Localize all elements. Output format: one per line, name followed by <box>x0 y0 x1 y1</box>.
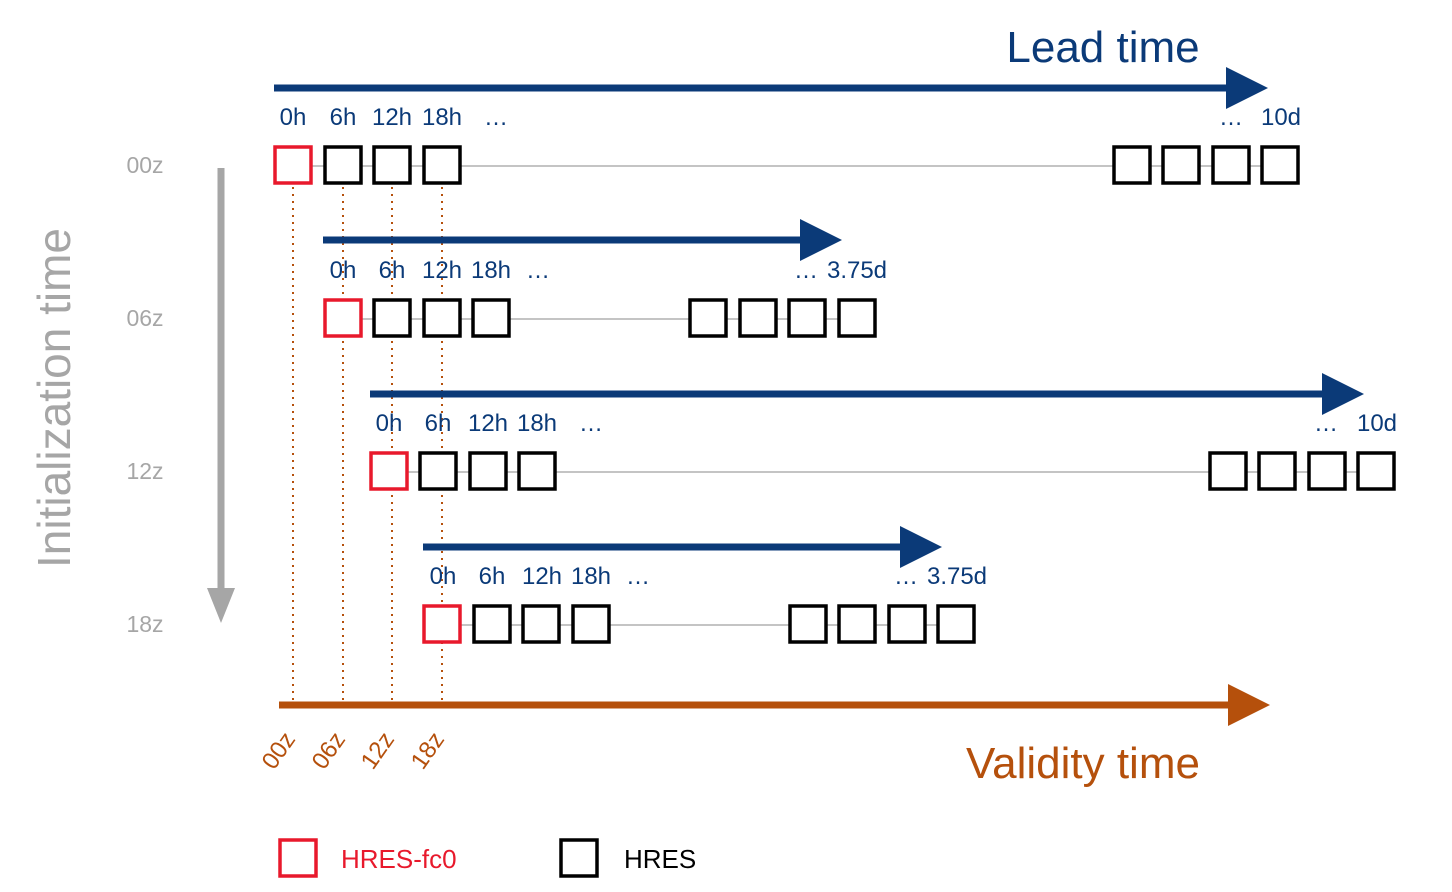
lead-label-ellipsis: … <box>579 410 603 437</box>
lead-label-6h: 6h <box>330 104 357 131</box>
hres-box <box>787 298 827 338</box>
end-label: 10d <box>1261 104 1301 131</box>
hres-fc0-box <box>273 145 313 185</box>
lead-label-0h: 0h <box>330 257 357 284</box>
hres-box <box>1356 451 1396 491</box>
init-row-06z: 06z 0h 6h 12h 18h … … 3.75d <box>126 219 887 338</box>
hres-box <box>418 451 458 491</box>
validity-tick-12z: 12z <box>356 727 400 774</box>
lead-label-18h: 18h <box>422 104 462 131</box>
hres-fc0-box <box>323 298 363 338</box>
hres-box <box>372 298 412 338</box>
hres-box <box>472 604 512 644</box>
lead-label-12h: 12h <box>522 563 562 590</box>
hres-box <box>1112 145 1152 185</box>
hres-box <box>1257 451 1297 491</box>
end-label: 10d <box>1357 410 1397 437</box>
init-row-18z: 18z 0h 6h 12h 18h … … 3.75d <box>126 526 987 644</box>
lead-label-0h: 0h <box>280 104 307 131</box>
lead-label-ellipsis: … <box>484 104 508 131</box>
init-row-00z: 00z 0h 6h 12h 18h … … 10d <box>126 67 1301 185</box>
init-label: 06z <box>126 305 163 331</box>
hres-box <box>422 298 462 338</box>
hres-box <box>422 145 462 185</box>
hres-box <box>1211 145 1251 185</box>
legend-hres-swatch <box>559 838 599 878</box>
init-label: 00z <box>126 152 163 178</box>
lead-label-12h: 12h <box>422 257 462 284</box>
lead-label-12h: 12h <box>372 104 412 131</box>
hres-box <box>471 298 511 338</box>
init-row-12z: 12z 0h 6h 12h 18h … … 10d <box>126 373 1397 491</box>
lead-label-18h: 18h <box>471 257 511 284</box>
lead-label-ellipsis: … <box>526 257 550 284</box>
validity-guides <box>292 187 443 700</box>
end-ellipsis: … <box>1314 410 1338 437</box>
hres-box <box>1260 145 1300 185</box>
hres-box <box>517 451 557 491</box>
hres-box <box>468 451 508 491</box>
initialization-time-title: Initialization time <box>28 228 80 568</box>
lead-label-18h: 18h <box>517 410 557 437</box>
hres-box <box>837 604 877 644</box>
validity-time-title: Validity time <box>966 739 1200 788</box>
lead-label-18h: 18h <box>571 563 611 590</box>
legend-hres-label: HRES <box>624 844 696 874</box>
lead-label-6h: 6h <box>479 563 506 590</box>
end-label: 3.75d <box>827 257 887 284</box>
validity-tick-18z: 18z <box>406 727 450 774</box>
hres-box <box>738 298 778 338</box>
lead-label-0h: 0h <box>430 563 457 590</box>
hres-box <box>788 604 828 644</box>
legend: HRES-fc0 HRES <box>278 838 696 878</box>
hres-box <box>887 604 927 644</box>
hres-box <box>323 145 363 185</box>
hres-box <box>1161 145 1201 185</box>
validity-tick-00z: 00z <box>257 727 301 774</box>
legend-hres-fc0-swatch <box>278 838 318 878</box>
end-ellipsis: … <box>894 563 918 590</box>
validity-tick-06z: 06z <box>307 727 351 774</box>
lead-label-6h: 6h <box>425 410 452 437</box>
end-ellipsis: … <box>794 257 818 284</box>
hres-box <box>571 604 611 644</box>
hres-box <box>521 604 561 644</box>
end-ellipsis: … <box>1219 104 1243 131</box>
lead-label-0h: 0h <box>376 410 403 437</box>
lead-label-ellipsis: … <box>626 563 650 590</box>
legend-hres-fc0-label: HRES-fc0 <box>341 844 457 874</box>
lead-label-12h: 12h <box>468 410 508 437</box>
validity-tick-labels: 00z 06z 12z 18z <box>257 727 450 774</box>
hres-box <box>1208 451 1248 491</box>
end-label: 3.75d <box>927 563 987 590</box>
hres-fc0-box <box>369 451 409 491</box>
lead-time-title: Lead time <box>1006 23 1199 72</box>
hres-fc0-box <box>422 604 462 644</box>
hres-box <box>372 145 412 185</box>
hres-box <box>1307 451 1347 491</box>
init-label: 18z <box>126 611 163 637</box>
hres-box <box>936 604 976 644</box>
init-label: 12z <box>126 458 163 484</box>
lead-label-6h: 6h <box>379 257 406 284</box>
hres-box <box>837 298 877 338</box>
hres-box <box>688 298 728 338</box>
